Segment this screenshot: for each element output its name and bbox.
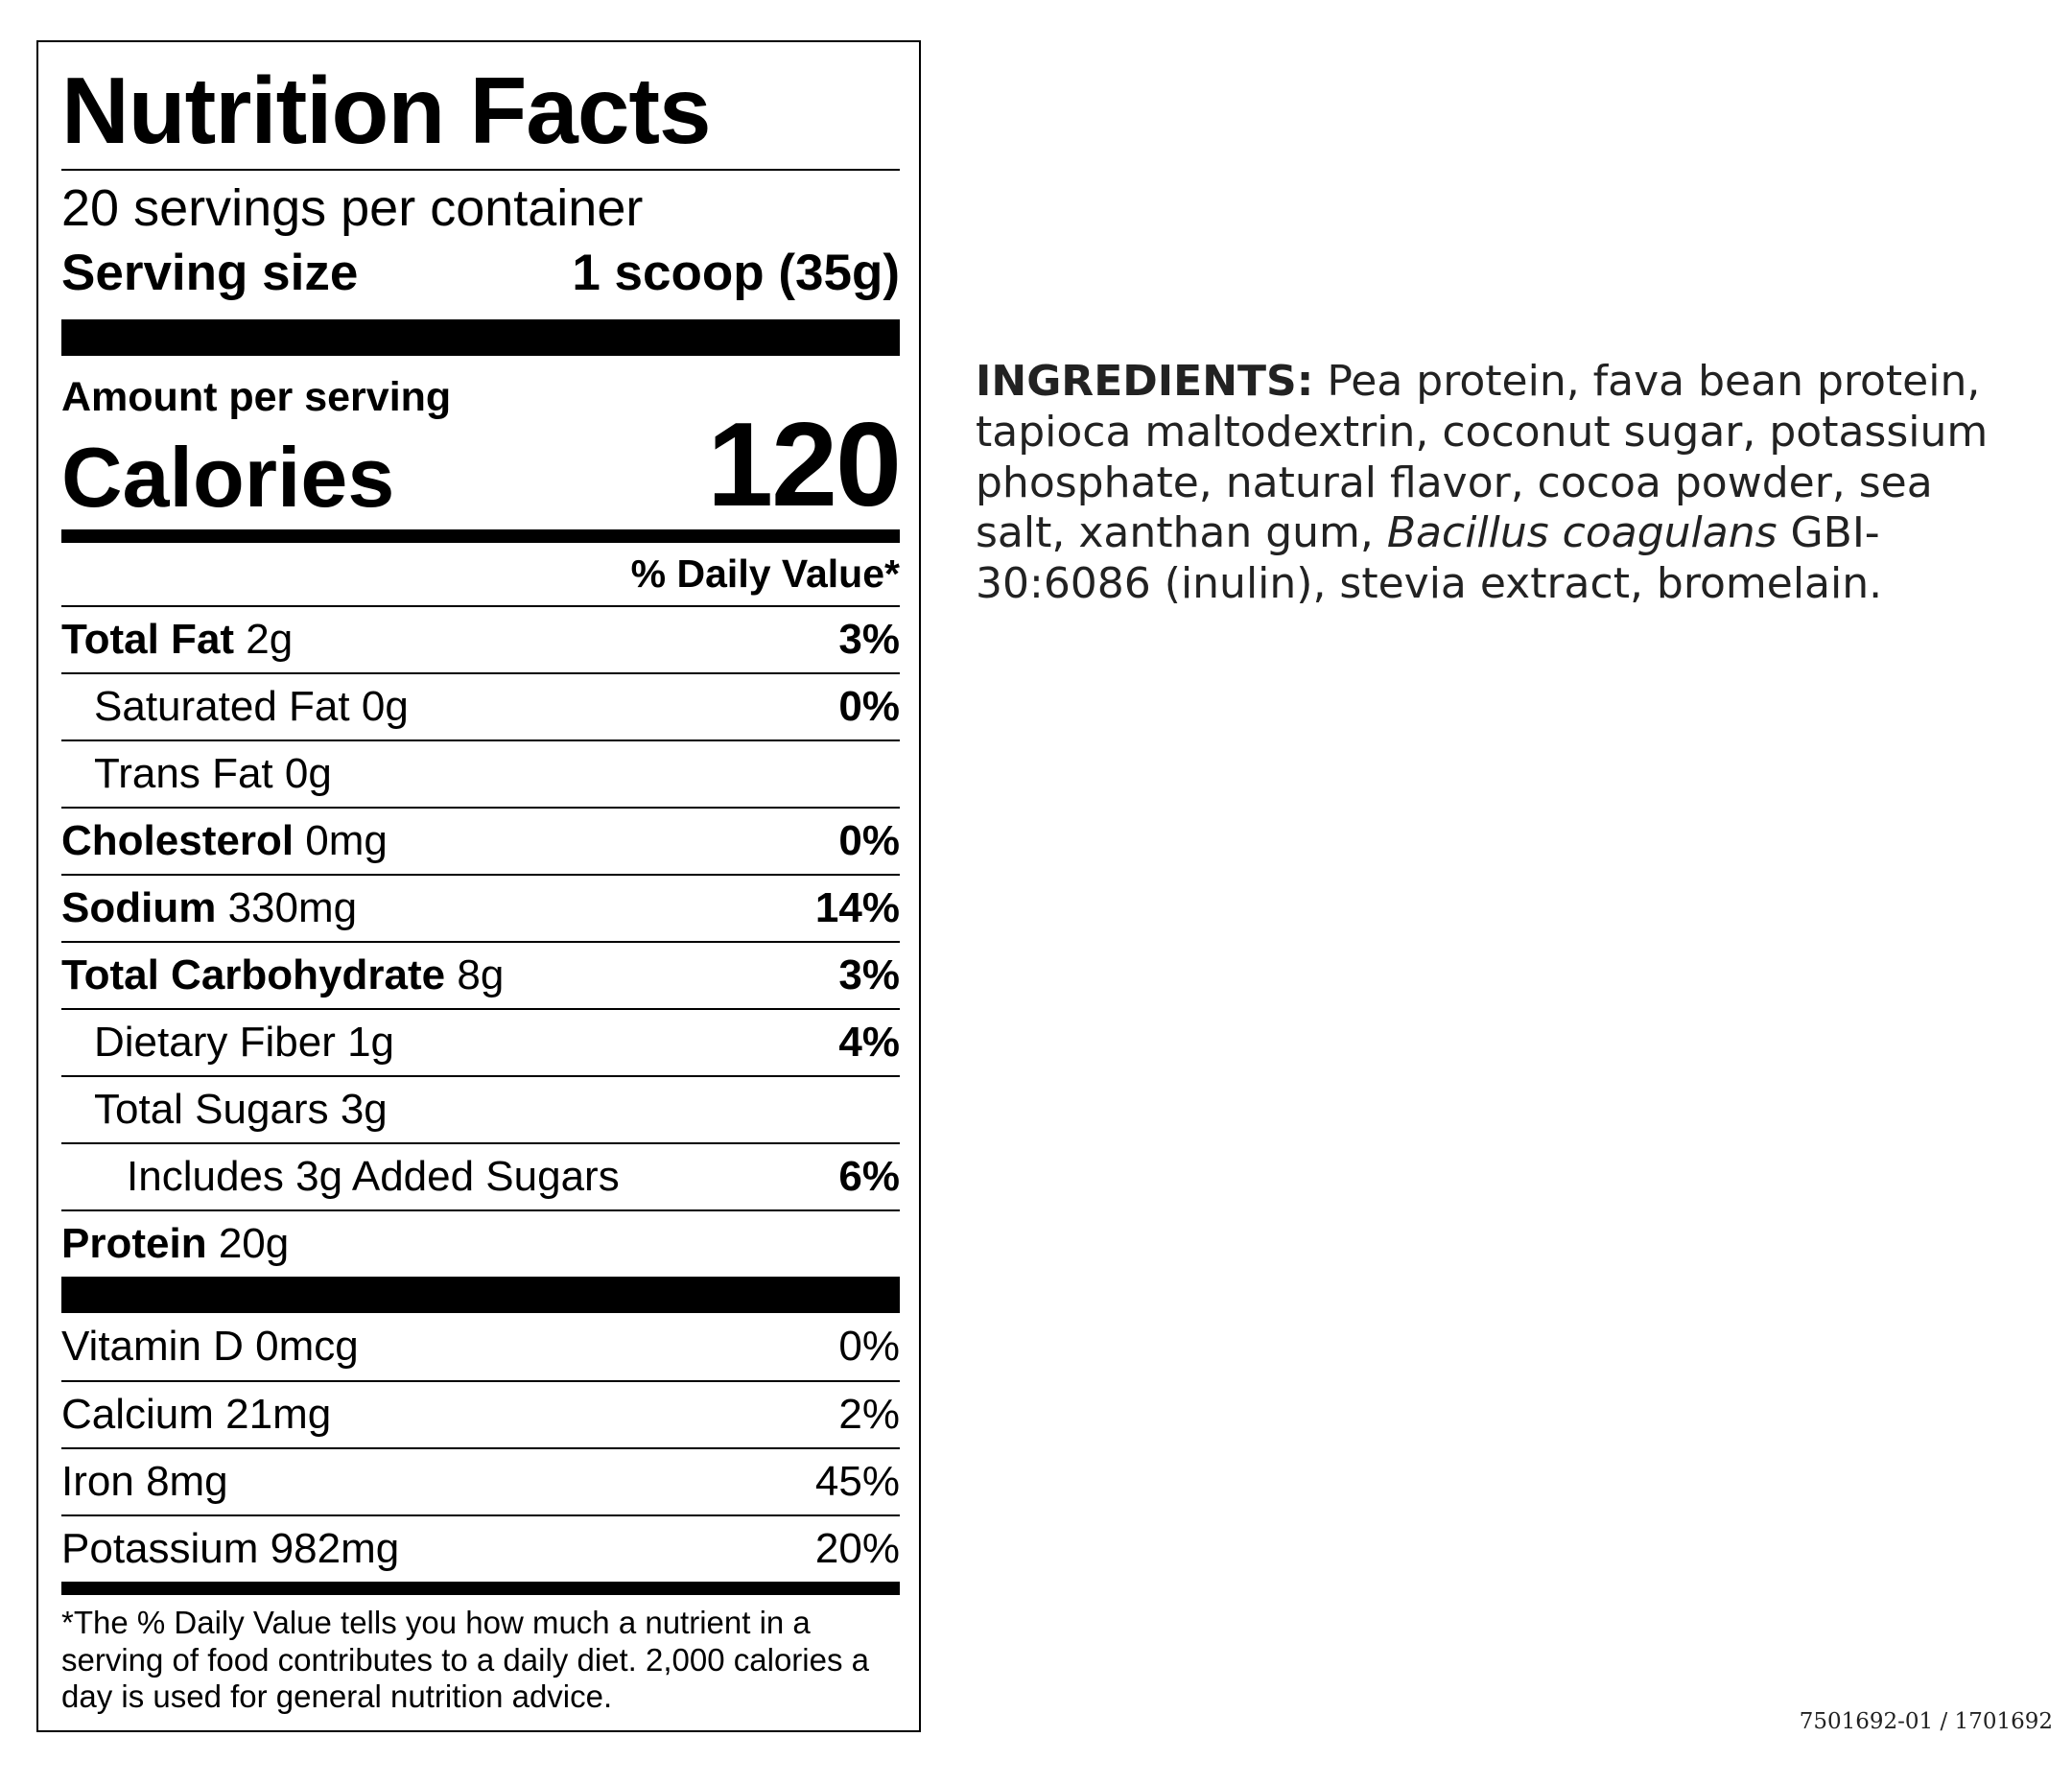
nutrient-name: Total Sugars (94, 1085, 329, 1133)
serving-size-row: Serving size 1 scoop (35g) (61, 247, 900, 298)
nutrient-name: Dietary Fiber (94, 1018, 336, 1066)
nutrient-row-saturated-fat: Saturated Fat 0g 0% (61, 671, 900, 739)
nutrient-dv: 14% (814, 883, 900, 931)
amount-per-serving: Amount per serving (61, 374, 452, 420)
ingredients-italic: Bacillus coagulans (1386, 508, 1778, 558)
medium-divider (61, 1581, 900, 1595)
divider (61, 169, 900, 171)
ingredients-heading: INGREDIENTS: (976, 357, 1314, 406)
nutrient-dv: 0% (838, 816, 900, 864)
vitamin-row-calcium: Calcium 21mg 2% (61, 1379, 900, 1447)
nutrition-facts-panel: Nutrition Facts 20 servings per containe… (36, 40, 921, 1732)
vitamin-dv: 2% (838, 1390, 900, 1438)
nutrient-dv: 6% (838, 1152, 900, 1200)
vitamin-name: Potassium (61, 1524, 259, 1572)
vitamin-amount: 21mg (225, 1390, 332, 1438)
nutrient-amount: 8g (457, 951, 505, 998)
nutrient-name: Trans Fat (94, 749, 273, 797)
nutrient-dv: 4% (838, 1018, 900, 1066)
nutrient-amount: 3g (340, 1085, 388, 1133)
nutrient-name: Total Fat (61, 615, 235, 663)
vitamin-row-vitamin-d: Vitamin D 0mcg 0% (61, 1313, 900, 1380)
servings-per-container: 20 servings per container (61, 179, 644, 237)
nutrition-label: Nutrition Facts 20 servings per containe… (61, 56, 902, 1716)
thick-divider (61, 319, 900, 356)
nutrient-dv: 0% (838, 682, 900, 730)
product-code: 7501692-01 / 1701692 (1799, 1709, 2053, 1734)
nutrient-amount: 0g (361, 682, 409, 730)
daily-value-header: % Daily Value* (630, 551, 900, 596)
vitamin-dv: 20% (814, 1524, 900, 1572)
nutrient-row-trans-fat: Trans Fat 0g (61, 739, 900, 807)
vitamin-dv: 0% (838, 1322, 900, 1370)
vitamin-name: Vitamin D (61, 1322, 244, 1370)
nutrient-row-total-carbohydrate: Total Carbohydrate 8g 3% (61, 940, 900, 1008)
vitamin-dv: 45% (814, 1457, 900, 1505)
calories-label: Calories (61, 429, 395, 525)
nutrient-amount: 20g (218, 1219, 290, 1267)
nutrient-amount: 0g (284, 749, 332, 797)
nutrient-name: Sodium (61, 883, 217, 931)
vitamin-name: Calcium (61, 1390, 214, 1438)
serving-size-value: 1 scoop (35g) (572, 245, 900, 301)
nutrient-name: Protein (61, 1219, 207, 1267)
nutrition-title: Nutrition Facts (61, 58, 711, 163)
vitamin-amount: 0mcg (255, 1322, 359, 1370)
ingredients-list-part1: Pea protein, fava bean protein, tapioca … (976, 357, 1989, 558)
nutrient-name: Includes 3g Added Sugars (127, 1152, 620, 1200)
thick-divider (61, 1276, 900, 1313)
serving-size-label: Serving size (61, 245, 359, 301)
nutrient-row-total-fat: Total Fat 2g 3% (61, 604, 900, 672)
medium-divider (61, 528, 900, 543)
calories-row: Calories 120 (61, 399, 902, 531)
nutrient-row-total-sugars: Total Sugars 3g (61, 1074, 900, 1142)
vitamin-row-potassium: Potassium 982mg 20% (61, 1514, 900, 1582)
nutrient-name: Total Carbohydrate (61, 951, 446, 998)
nutrient-dv: 3% (838, 615, 900, 663)
calories-value: 120 (707, 399, 902, 531)
nutrient-row-sodium: Sodium 330mg 14% (61, 873, 900, 941)
vitamin-amount: 8mg (146, 1457, 228, 1505)
nutrient-row-protein: Protein 20g (61, 1209, 900, 1277)
nutrient-amount: 2g (246, 615, 294, 663)
nutrient-amount: 330mg (227, 883, 358, 931)
nutrient-dv: 3% (838, 951, 900, 998)
nutrient-amount: 0mg (305, 816, 388, 864)
nutrient-amount: 1g (347, 1018, 395, 1066)
ingredients-list-part2: GBI-30:6086 (inulin), stevia extract, br… (976, 508, 1883, 609)
vitamin-amount: 982mg (270, 1524, 400, 1572)
nutrient-name: Saturated Fat (94, 682, 350, 730)
ingredients-text: INGREDIENTS: Pea protein, fava bean prot… (976, 357, 2031, 610)
vitamin-name: Iron (61, 1457, 134, 1505)
nutrient-row-cholesterol: Cholesterol 0mg 0% (61, 806, 900, 874)
footnote: *The % Daily Value tells you how much a … (61, 1604, 869, 1715)
vitamin-row-iron: Iron 8mg 45% (61, 1446, 900, 1514)
nutrient-row-added-sugars: Includes 3g Added Sugars 6% (61, 1141, 900, 1209)
nutrient-row-dietary-fiber: Dietary Fiber 1g 4% (61, 1007, 900, 1075)
nutrient-name: Cholesterol (61, 816, 294, 864)
